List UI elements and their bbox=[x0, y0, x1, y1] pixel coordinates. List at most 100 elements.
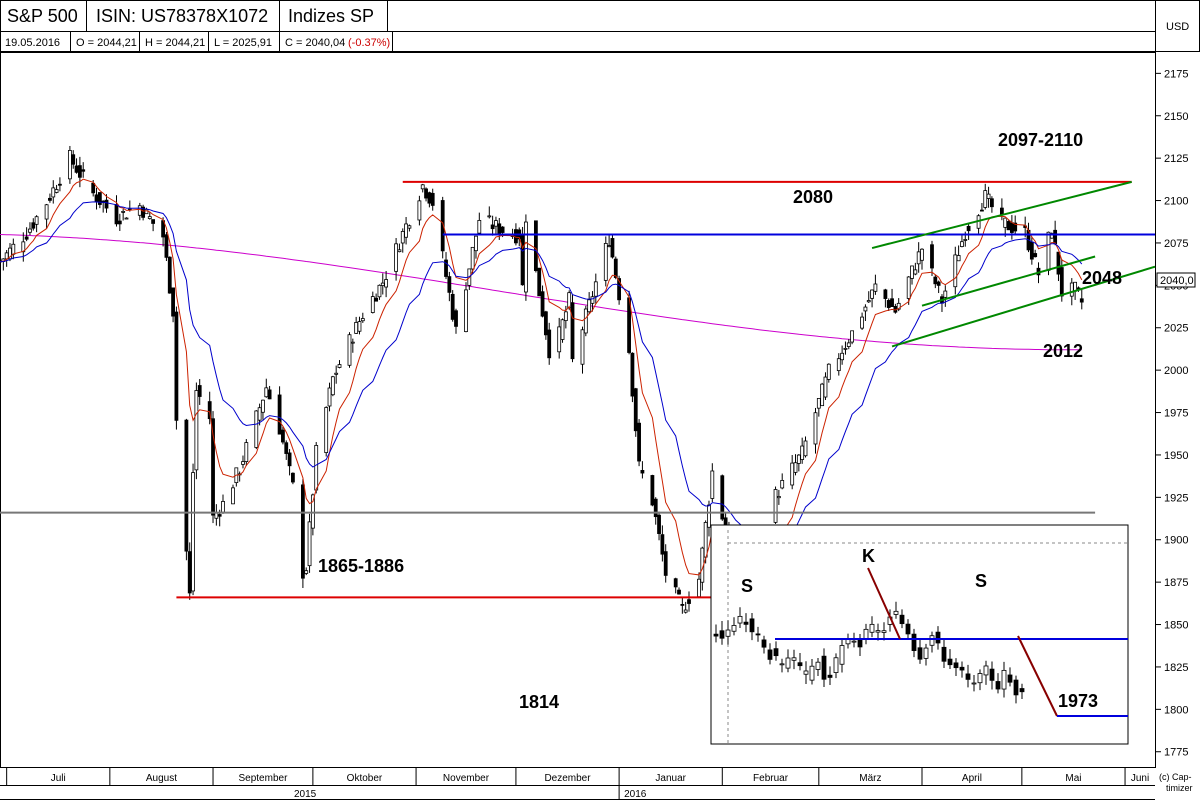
month-label: April bbox=[962, 773, 982, 784]
level-annotations: 2097-2110 2080 2048 2012 1865-1886 1814 bbox=[318, 130, 1122, 712]
inset-candle-body bbox=[995, 681, 1001, 690]
candle-body bbox=[800, 445, 805, 460]
candle-body bbox=[980, 209, 984, 212]
inset-candle-body bbox=[881, 630, 887, 633]
ma-mid-line bbox=[0, 201, 1083, 568]
candle-body bbox=[537, 267, 542, 297]
candle-body bbox=[640, 470, 645, 474]
candle-body bbox=[707, 504, 711, 528]
candle-body bbox=[74, 165, 79, 173]
inset-candle-body bbox=[983, 665, 989, 676]
candle-body bbox=[514, 229, 518, 244]
candle-body bbox=[54, 189, 59, 193]
candlesticks bbox=[0, 145, 1084, 666]
inset-candle-body bbox=[875, 630, 881, 633]
month-label: März bbox=[859, 773, 881, 784]
inset-candle-body bbox=[803, 670, 809, 675]
provider-label: (c) Cap- timizer bbox=[1159, 772, 1194, 793]
candle-body bbox=[826, 363, 831, 380]
candle-body bbox=[284, 442, 289, 454]
quote-date: 19.05.2016 bbox=[5, 37, 60, 49]
candle-body bbox=[1059, 267, 1064, 297]
candle-body bbox=[567, 292, 572, 309]
candle-body bbox=[860, 316, 864, 329]
inset-candle-body bbox=[893, 610, 899, 615]
inset-candle-body bbox=[929, 635, 935, 646]
inset-candle-body bbox=[773, 648, 779, 657]
inset-head-drop bbox=[867, 567, 901, 640]
candle-body bbox=[870, 289, 874, 299]
month-label: Mai bbox=[1065, 773, 1081, 784]
candle-body bbox=[450, 293, 455, 320]
inset-candle-body bbox=[869, 623, 875, 633]
candle-body bbox=[117, 220, 122, 225]
candle-body bbox=[91, 182, 96, 194]
candle-body bbox=[896, 302, 901, 310]
inset-candle-body bbox=[761, 639, 767, 648]
candle-body bbox=[673, 578, 678, 588]
candle-body bbox=[151, 219, 156, 224]
candle-body bbox=[587, 299, 592, 313]
inset-candle-body bbox=[905, 623, 911, 635]
candle-body bbox=[1079, 298, 1084, 303]
inset-candle-body bbox=[731, 625, 737, 632]
candle-body bbox=[610, 238, 615, 258]
candle-body bbox=[360, 318, 365, 322]
candle-body bbox=[334, 372, 339, 375]
candle-body bbox=[374, 297, 379, 302]
candle-body bbox=[593, 281, 598, 297]
candle-body bbox=[1046, 231, 1051, 271]
candle-body bbox=[873, 283, 878, 292]
svg-text:2040,0: 2040,0 bbox=[1160, 275, 1194, 287]
month-label: Dezember bbox=[544, 773, 591, 784]
candle-body bbox=[307, 521, 312, 567]
close-value: C = 2040,04 bbox=[285, 37, 345, 49]
candle-body bbox=[710, 470, 715, 499]
month-label: September bbox=[238, 773, 288, 784]
y-tick-label: 2100 bbox=[1164, 196, 1188, 208]
inset-candle-body bbox=[947, 658, 953, 666]
candle-body bbox=[397, 249, 402, 253]
candle-body bbox=[430, 192, 435, 206]
year-label: 2015 bbox=[294, 789, 317, 800]
candle-body bbox=[394, 243, 398, 272]
ma-fast-line bbox=[0, 178, 1083, 614]
candle-body bbox=[780, 480, 785, 489]
inset-candle-body bbox=[815, 661, 821, 670]
currency-label: USD bbox=[1166, 21, 1189, 33]
y-tick-label: 2150 bbox=[1164, 111, 1188, 123]
inset-candle-body bbox=[1001, 669, 1007, 690]
candle-body bbox=[796, 454, 801, 464]
inset-candle-body bbox=[851, 640, 857, 643]
y-tick-label: 1875 bbox=[1164, 577, 1188, 589]
inset-candle-body bbox=[755, 633, 761, 636]
candle-body bbox=[963, 239, 968, 241]
candle-body bbox=[327, 387, 332, 407]
candle-body bbox=[104, 199, 109, 209]
candle-body bbox=[500, 226, 505, 233]
candle-body bbox=[384, 279, 389, 288]
inset-candle-body bbox=[779, 663, 785, 666]
y-tick-label: 2025 bbox=[1164, 323, 1188, 335]
y-tick-label: 1775 bbox=[1164, 747, 1188, 759]
inset-candle-body bbox=[797, 662, 803, 667]
candle-body bbox=[653, 498, 658, 518]
candle-body bbox=[330, 376, 335, 396]
candle-body bbox=[613, 258, 618, 278]
candle-body bbox=[67, 150, 72, 180]
candle-body bbox=[1013, 222, 1018, 232]
candle-body bbox=[167, 256, 172, 294]
inset-candle-body bbox=[791, 657, 797, 661]
candle-body bbox=[840, 352, 845, 361]
inset-candle-body bbox=[989, 668, 995, 681]
inset-projection bbox=[1017, 635, 1058, 717]
candle-body bbox=[164, 234, 169, 258]
candle-body bbox=[913, 269, 918, 275]
candle-body bbox=[1029, 241, 1034, 260]
candle-body bbox=[657, 514, 661, 534]
candle-body bbox=[281, 429, 285, 443]
inset-candle-body bbox=[839, 645, 845, 665]
candle-body bbox=[424, 188, 428, 199]
candle-body bbox=[261, 399, 265, 413]
annotation-1865-1886: 1865-1886 bbox=[318, 556, 404, 576]
